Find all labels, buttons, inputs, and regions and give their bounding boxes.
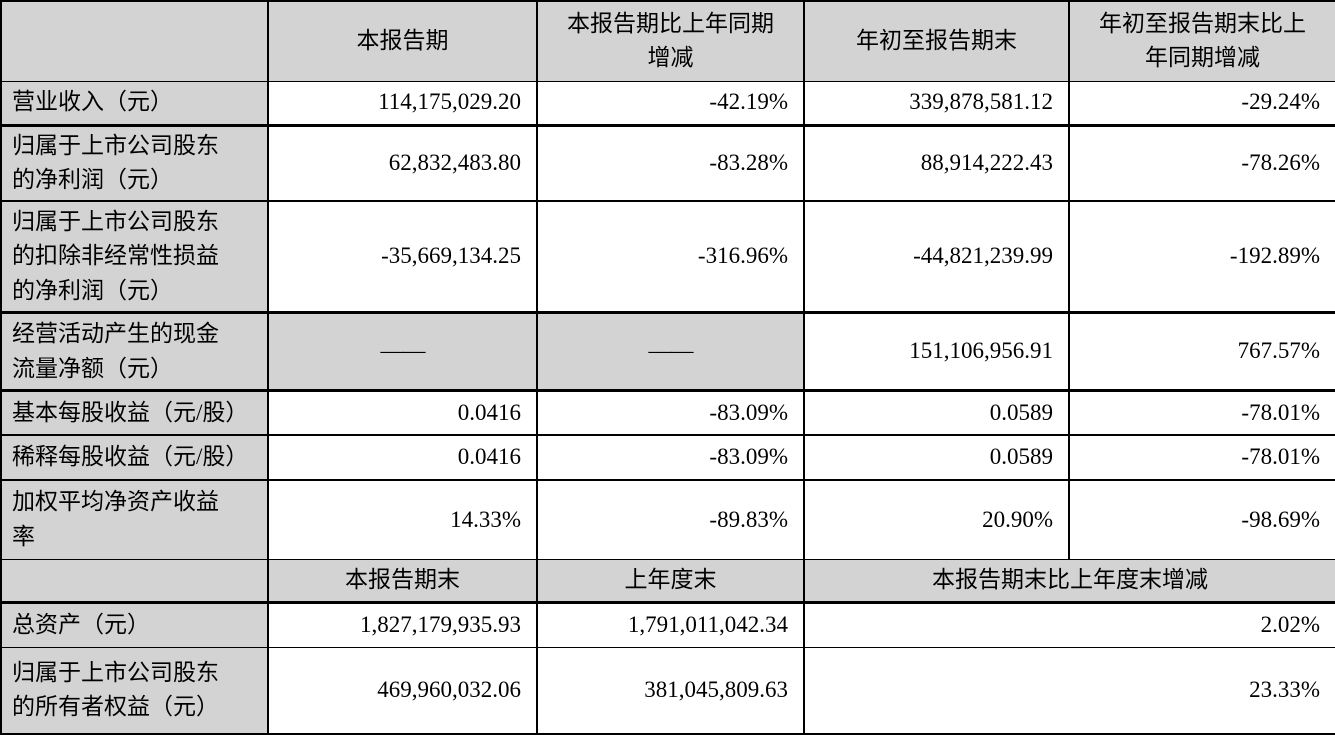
value-cell: 2.02%: [803, 602, 1335, 648]
value-cell: 0.0416: [267, 390, 538, 436]
table-row-operating-cash-flow: 经营活动产生的现金 流量净额（元） —— —— 151,106,956.91 7…: [0, 312, 1335, 392]
empty-dash-cell: ——: [267, 312, 538, 392]
row-label: 归属于上市公司股东 的扣除非经常性损益 的净利润（元）: [0, 200, 269, 314]
empty-dash-cell: ——: [536, 312, 805, 392]
period-header-row: 本报告期 本报告期比上年同期 增减 年初至报告期末 年初至报告期末比上 年同期增…: [0, 1, 1335, 82]
table-row-weighted-avg-roe: 加权平均净资产收益 率 14.33% -89.83% 20.90% -98.69…: [0, 479, 1335, 560]
header-ytd-yoy-change: 年初至报告期末比上 年同期增减: [1068, 1, 1335, 82]
value-cell: 469,960,032.06: [267, 647, 538, 735]
value-cell: 0.0416: [267, 434, 538, 481]
row-label: 经营活动产生的现金 流量净额（元）: [0, 312, 269, 392]
header-end-of-period: 本报告期末: [267, 559, 538, 604]
value-cell: 114,175,029.20: [267, 81, 538, 127]
value-cell: 339,878,581.12: [803, 81, 1070, 127]
value-cell: -98.69%: [1068, 479, 1335, 560]
value-cell: -83.28%: [536, 125, 805, 202]
value-cell: -89.83%: [536, 479, 805, 560]
value-cell: -35,669,134.25: [267, 200, 538, 314]
value-cell: 1,791,011,042.34: [536, 602, 805, 648]
row-label: 基本每股收益（元/股）: [0, 390, 269, 436]
header-end-of-last-year: 上年度末: [536, 559, 805, 604]
value-cell: 62,832,483.80: [267, 125, 538, 202]
value-cell: -83.09%: [536, 434, 805, 481]
corner-cell: [0, 1, 269, 82]
header-current-period-yoy-change: 本报告期比上年同期 增减: [536, 1, 805, 82]
value-cell: -29.24%: [1068, 81, 1335, 127]
value-cell: 0.0589: [803, 434, 1070, 481]
header-ytd: 年初至报告期末: [803, 1, 1070, 82]
table-row-total-assets: 总资产（元） 1,827,179,935.93 1,791,011,042.34…: [0, 602, 1335, 648]
value-cell: 1,827,179,935.93: [267, 602, 538, 648]
header-current-period: 本报告期: [267, 1, 538, 82]
row-label: 稀释每股收益（元/股）: [0, 434, 269, 481]
value-cell: -44,821,239.99: [803, 200, 1070, 314]
table-row-equity-attributable-to-shareholders: 归属于上市公司股东 的所有者权益（元） 469,960,032.06 381,0…: [0, 647, 1335, 735]
value-cell: -316.96%: [536, 200, 805, 314]
row-label: 总资产（元）: [0, 602, 269, 648]
value-cell: 14.33%: [267, 479, 538, 560]
corner-cell: [0, 559, 269, 604]
period-end-header-row: 本报告期末 上年度末 本报告期末比上年度末增减: [0, 559, 1335, 604]
value-cell: -42.19%: [536, 81, 805, 127]
value-cell: 23.33%: [803, 647, 1335, 735]
value-cell: 381,045,809.63: [536, 647, 805, 735]
row-label: 加权平均净资产收益 率: [0, 479, 269, 560]
table-row-net-profit: 归属于上市公司股东 的净利润（元） 62,832,483.80 -83.28% …: [0, 125, 1335, 202]
table-row-operating-revenue: 营业收入（元） 114,175,029.20 -42.19% 339,878,5…: [0, 81, 1335, 127]
value-cell: -78.01%: [1068, 390, 1335, 436]
value-cell: -192.89%: [1068, 200, 1335, 314]
header-change-vs-last-year-end: 本报告期末比上年度末增减: [803, 559, 1335, 604]
table-row-diluted-eps: 稀释每股收益（元/股） 0.0416 -83.09% 0.0589 -78.01…: [0, 434, 1335, 481]
value-cell: 0.0589: [803, 390, 1070, 436]
value-cell: 20.90%: [803, 479, 1070, 560]
row-label: 归属于上市公司股东 的净利润（元）: [0, 125, 269, 202]
table-row-net-profit-excl-nonrecurring: 归属于上市公司股东 的扣除非经常性损益 的净利润（元） -35,669,134.…: [0, 200, 1335, 314]
value-cell: -78.26%: [1068, 125, 1335, 202]
value-cell: 88,914,222.43: [803, 125, 1070, 202]
value-cell: 767.57%: [1068, 312, 1335, 392]
table-row-basic-eps: 基本每股收益（元/股） 0.0416 -83.09% 0.0589 -78.01…: [0, 390, 1335, 436]
value-cell: -83.09%: [536, 390, 805, 436]
row-label: 营业收入（元）: [0, 81, 269, 127]
row-label: 归属于上市公司股东 的所有者权益（元）: [0, 647, 269, 735]
value-cell: 151,106,956.91: [803, 312, 1070, 392]
value-cell: -78.01%: [1068, 434, 1335, 481]
